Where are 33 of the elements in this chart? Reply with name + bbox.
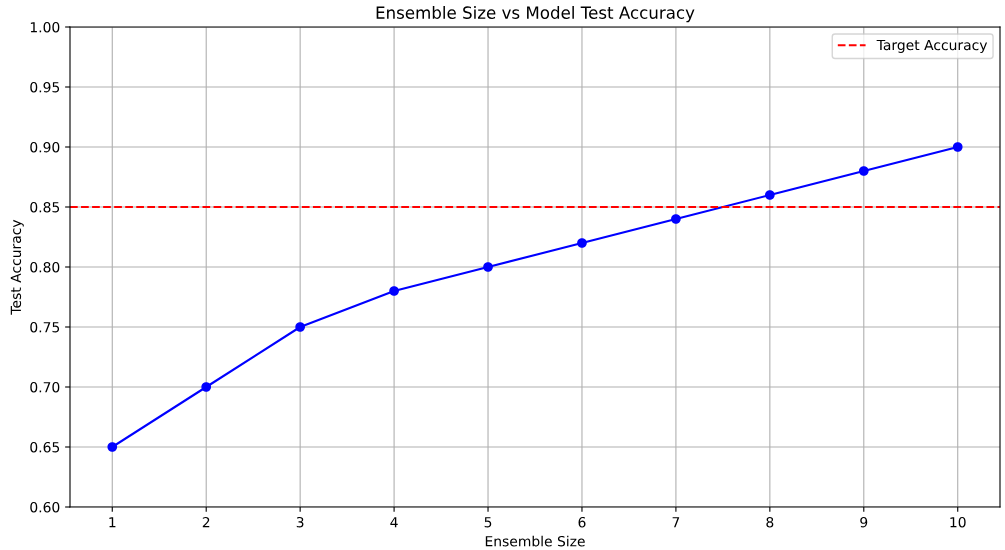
- point: [764, 190, 775, 200]
- y-axis-title: Test Accuracy: [10, 219, 24, 315]
- x-tick-label: 9: [860, 516, 868, 528]
- y-tick-label: 0.95: [30, 81, 60, 93]
- x-tick-label: 4: [390, 517, 398, 528]
- legend-label: Target Accuracy: [876, 39, 988, 53]
- x-tick-label: 3: [296, 516, 304, 528]
- x-tick-label: 10: [950, 516, 966, 528]
- point: [107, 442, 118, 452]
- y-tick-label: 0.60: [30, 501, 60, 513]
- y-tick-label: 0.75: [30, 321, 60, 333]
- x-tick-label: 5: [484, 517, 492, 528]
- point: [858, 166, 869, 176]
- point: [389, 286, 399, 296]
- y-tick-label: 0.70: [30, 381, 60, 393]
- x-tick-label: 2: [202, 516, 210, 528]
- x-tick-label: 8: [766, 516, 774, 528]
- point: [295, 322, 306, 332]
- y-tick-label: 0.65: [30, 441, 60, 453]
- y-tick-label: 0.90: [30, 141, 60, 153]
- y-tick-label: 0.80: [30, 261, 60, 273]
- y-tick-label: 1.00: [30, 21, 60, 33]
- x-axis-title: Ensemble Size: [485, 535, 585, 547]
- x-tick-label: 6: [578, 516, 586, 528]
- x-tick-label: 7: [672, 517, 680, 528]
- point: [483, 262, 493, 272]
- x-tick-label: 1: [109, 517, 116, 528]
- point: [952, 142, 963, 152]
- y-tick-label: 0.85: [30, 201, 60, 213]
- point: [201, 382, 212, 392]
- chart-title: Ensemble Size vs Model Test Accuracy: [376, 6, 695, 23]
- point: [671, 214, 681, 224]
- point: [577, 238, 587, 248]
